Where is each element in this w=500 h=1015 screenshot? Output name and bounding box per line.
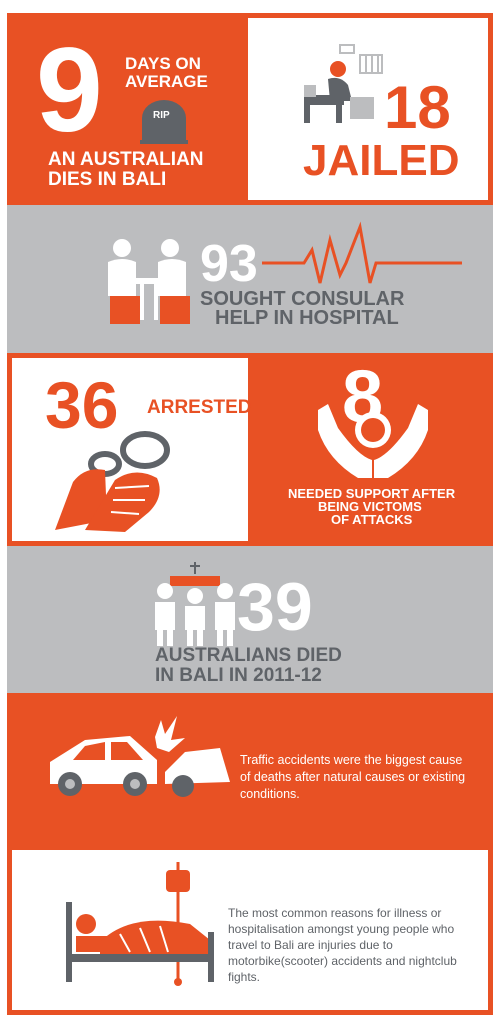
hospital-caption-2: HELP IN HOSPITAL [215,307,399,329]
traffic-note-text: Traffic accidents were the biggest cause… [240,753,466,801]
deaths-number: 39 [237,569,313,645]
heartbeat-icon [262,221,462,284]
tomb-label: RIP [153,110,170,121]
jailed-label: JAILED [303,136,460,185]
hospital-caption-1: SOUGHT CONSULAR [200,288,405,310]
illness-note-text: The most common reasons for illness or h… [228,906,457,984]
arrested-number: 36 [45,368,119,442]
tombstone-icon [140,100,188,144]
protecting-hands-icon [318,404,428,478]
attacks-caption-1: NEEDED SUPPORT AFTER [288,486,456,501]
hospital-number: 93 [200,235,258,293]
car-crash-icon [50,716,230,797]
jailed-number: 18 [384,74,451,141]
days-on-label: DAYS ON [125,54,201,73]
arrested-label: ARRESTED [147,397,252,418]
stat-hospital-panel [7,205,493,353]
stat-deaths-panel [7,546,493,693]
deaths-caption-2: IN BALI IN 2011-12 [155,665,322,686]
days-number: 9 [36,23,103,157]
attacks-caption-3: OF ATTACKS [331,512,413,527]
dies-caption-1: AN AUSTRALIAN [48,149,204,170]
stat-days-panel [7,13,243,205]
coffin-bearers-icon [155,562,235,646]
dies-caption-2: DIES IN BALI [48,169,167,190]
hospital-bed-icon [66,862,214,986]
average-label: AVERAGE [125,72,208,91]
attacks-caption-2: BEING VICTOMS [318,499,422,514]
deaths-caption-1: AUSTRALIANS DIED [155,645,342,666]
hospital-visit-icon [108,239,190,324]
prisoner-icon [304,44,383,123]
handcuffed-hands-icon [55,431,170,532]
